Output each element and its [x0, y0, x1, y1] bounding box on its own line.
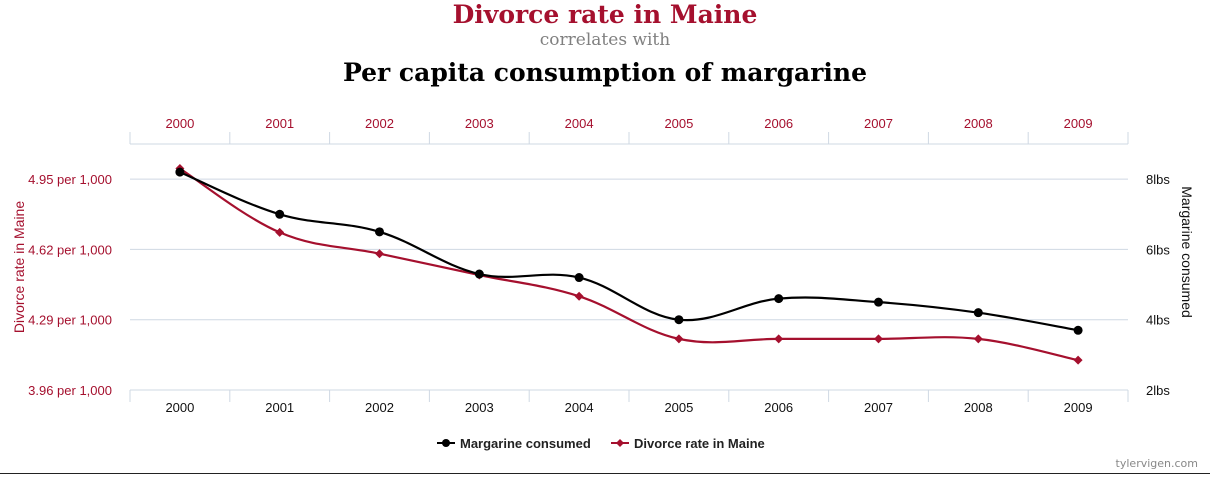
right-axis-title: Margarine consumed: [1179, 186, 1195, 318]
top-x-tick-label: 2000: [165, 116, 194, 131]
chart-title: Divorce rate in Maine: [452, 0, 758, 29]
divorce-point: [874, 334, 883, 344]
chart-connector-text: correlates with: [539, 30, 671, 50]
bottom-divider: [0, 473, 1210, 474]
margarine-point: [973, 308, 983, 318]
bottom-x-tick-label: 2003: [465, 400, 494, 415]
margarine-point: [674, 315, 684, 325]
bottom-x-tick-label: 2007: [864, 400, 893, 415]
bottom-x-tick-label: 2005: [664, 400, 693, 415]
left-y-tick-label: 4.95 per 1,000: [28, 172, 112, 187]
margarine-point: [375, 227, 384, 237]
top-x-tick-label: 2002: [365, 116, 394, 131]
legend-item-margarine[interactable]: Margarine consumed: [437, 436, 591, 451]
bottom-x-tick-label: 2000: [165, 400, 194, 415]
divorce-point: [275, 227, 285, 237]
legend-label: Divorce rate in Maine: [634, 436, 765, 451]
legend[interactable]: Margarine consumed Divorce rate in Maine: [437, 436, 765, 451]
top-x-tick-label: 2007: [864, 116, 893, 131]
divorce-point: [574, 291, 584, 301]
top-x-tick-label: 2004: [565, 116, 594, 131]
bottom-x-tick-label: 2009: [1064, 400, 1093, 415]
top-x-tick-label: 2005: [664, 116, 693, 131]
left-y-tick-label: 4.29 per 1,000: [28, 313, 112, 328]
divorce-point: [375, 249, 384, 259]
bottom-x-tick-label: 2006: [764, 400, 793, 415]
series-line-divorce: [179, 167, 1079, 362]
margarine-point: [175, 167, 185, 177]
source-credit[interactable]: tylervigen.com: [1115, 457, 1198, 470]
data-points: [175, 163, 1083, 365]
divorce-point: [1073, 355, 1083, 365]
series-lines: [179, 167, 1079, 362]
divorce-point: [973, 334, 983, 344]
left-y-tick-label: 3.96 per 1,000: [28, 383, 112, 398]
margarine-point: [1073, 325, 1083, 335]
legend-circle-marker: [442, 439, 450, 447]
right-y-tick-label: 8lbs: [1146, 172, 1170, 187]
bottom-x-tick-label: 2008: [964, 400, 993, 415]
axes: 2000 2000 2001 2001 2002 2002 2003 2003 2004 2004…: [11, 116, 1195, 415]
legend-item-divorce[interactable]: Divorce rate in Maine: [611, 436, 765, 451]
legend-diamond-marker: [616, 439, 624, 447]
top-x-tick-label: 2006: [764, 116, 793, 131]
top-x-tick-label: 2008: [964, 116, 993, 131]
right-y-tick-label: 6lbs: [1146, 242, 1170, 257]
line-chart: 2000 2000 2001 2001 2002 2002 2003 2003 2004 2004…: [11, 116, 1195, 451]
gridlines: [130, 178, 1128, 321]
margarine-point: [874, 297, 883, 307]
margarine-point: [275, 209, 285, 219]
bottom-x-tick-label: 2002: [365, 400, 394, 415]
bottom-x-tick-label: 2004: [565, 400, 594, 415]
series-line-margarine: [179, 171, 1079, 332]
margarine-point: [774, 294, 784, 304]
legend-label: Margarine consumed: [460, 436, 591, 451]
margarine-point: [474, 269, 484, 279]
divorce-point: [674, 334, 684, 344]
left-axis-title: Divorce rate in Maine: [11, 201, 27, 333]
top-x-tick-label: 2003: [465, 116, 494, 131]
top-x-tick-label: 2009: [1064, 116, 1093, 131]
margarine-point: [574, 273, 584, 283]
left-y-tick-label: 4.62 per 1,000: [28, 242, 112, 257]
top-x-tick-label: 2001: [265, 116, 294, 131]
chart-subtitle: Per capita consumption of margarine: [343, 58, 867, 87]
right-y-tick-label: 2lbs: [1146, 383, 1170, 398]
bottom-x-tick-label: 2001: [265, 400, 294, 415]
right-y-tick-label: 4lbs: [1146, 313, 1170, 328]
divorce-point: [774, 334, 784, 344]
